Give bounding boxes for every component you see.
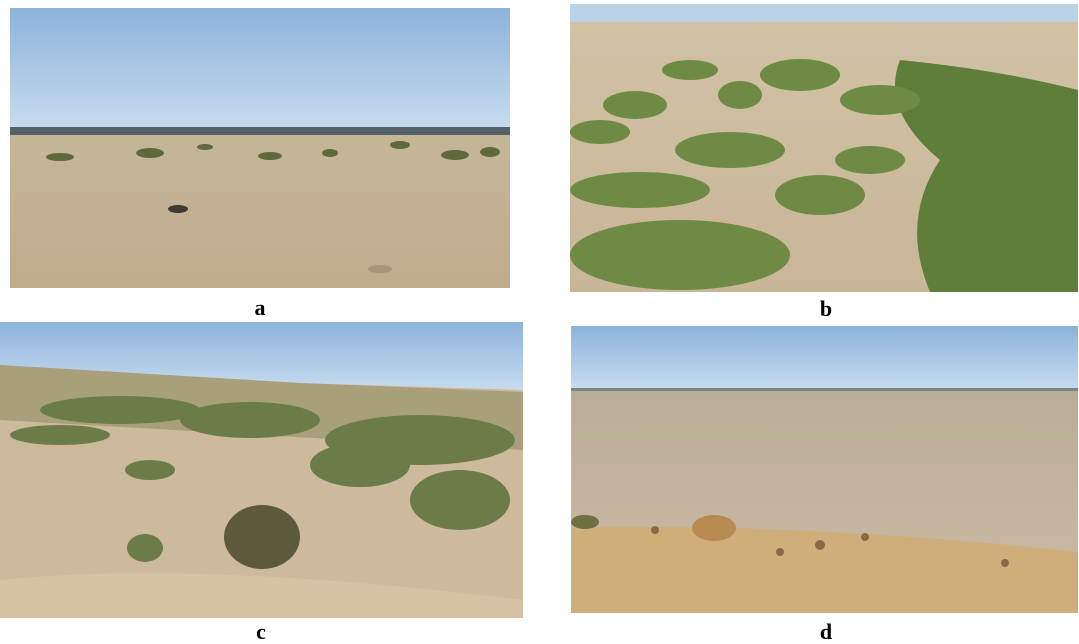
photo-d [571,326,1078,613]
panel-label: c [256,619,266,644]
figure: a b c [0,0,1079,644]
photo-a [10,8,510,288]
panel-label: d [820,619,832,644]
panel-label: a [255,295,266,320]
photo-c [0,322,523,618]
photo-b [570,4,1078,292]
panel-label: b [820,296,832,321]
